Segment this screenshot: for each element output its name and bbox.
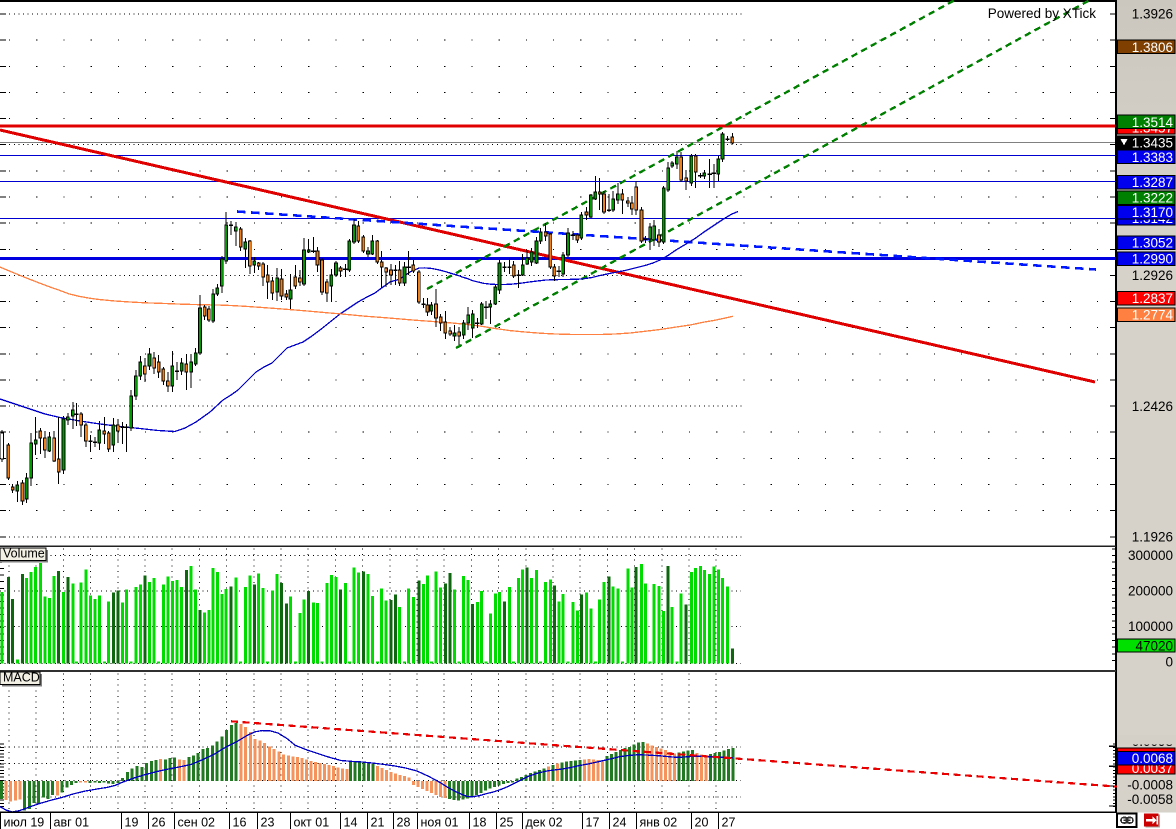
svg-text:23: 23 [261, 816, 275, 829]
svg-text:-0.0008: -0.0008 [1127, 777, 1173, 792]
svg-text:1.3170: 1.3170 [1132, 205, 1173, 220]
svg-text:18: 18 [473, 816, 487, 829]
svg-text:Powered by XTick: Powered by XTick [988, 6, 1097, 21]
svg-text:300000: 300000 [1128, 548, 1173, 563]
svg-text:1.3052: 1.3052 [1132, 235, 1173, 250]
svg-text:26: 26 [152, 816, 166, 829]
svg-text:0.0068: 0.0068 [1132, 751, 1173, 766]
svg-text:1.3926: 1.3926 [1132, 7, 1173, 22]
svg-text:21: 21 [371, 816, 385, 829]
svg-text:1.3514: 1.3514 [1132, 115, 1174, 130]
svg-text:1.3435: 1.3435 [1132, 135, 1173, 150]
svg-text:сен 02: сен 02 [178, 816, 216, 829]
svg-text:27: 27 [722, 816, 736, 829]
svg-text:1.3806: 1.3806 [1132, 40, 1173, 55]
svg-text:24: 24 [613, 816, 627, 829]
svg-text:200000: 200000 [1128, 584, 1173, 599]
svg-text:1.2990: 1.2990 [1132, 251, 1173, 266]
svg-text:1.2926: 1.2926 [1132, 268, 1173, 283]
svg-text:MACD: MACD [3, 671, 40, 685]
svg-text:1.3287: 1.3287 [1132, 175, 1173, 190]
svg-text:19: 19 [125, 816, 139, 829]
svg-text:20: 20 [695, 816, 709, 829]
svg-text:июл 19: июл 19 [4, 816, 45, 829]
svg-text:авг 01: авг 01 [54, 816, 90, 829]
svg-text:-0.0058: -0.0058 [1127, 792, 1173, 807]
svg-text:14: 14 [344, 816, 358, 829]
svg-text:28: 28 [397, 816, 411, 829]
svg-text:1.3222: 1.3222 [1132, 190, 1173, 205]
svg-text:1.2774: 1.2774 [1132, 308, 1174, 323]
svg-text:1.2837: 1.2837 [1132, 291, 1173, 306]
svg-text:1.2426: 1.2426 [1132, 399, 1173, 414]
svg-text:дек 02: дек 02 [526, 816, 563, 829]
svg-text:1.1926: 1.1926 [1132, 530, 1173, 545]
svg-text:47020: 47020 [1135, 638, 1173, 653]
svg-text:1.3383: 1.3383 [1132, 150, 1173, 165]
svg-text:100000: 100000 [1128, 619, 1173, 634]
svg-text:16: 16 [233, 816, 247, 829]
svg-text:янв 02: янв 02 [640, 816, 678, 829]
svg-text:17: 17 [586, 816, 600, 829]
svg-text:ноя 01: ноя 01 [421, 816, 459, 829]
svg-text:окт 01: окт 01 [294, 816, 330, 829]
svg-text:25: 25 [500, 816, 514, 829]
svg-text:0: 0 [1165, 655, 1173, 670]
svg-text:Volume: Volume [3, 547, 45, 561]
